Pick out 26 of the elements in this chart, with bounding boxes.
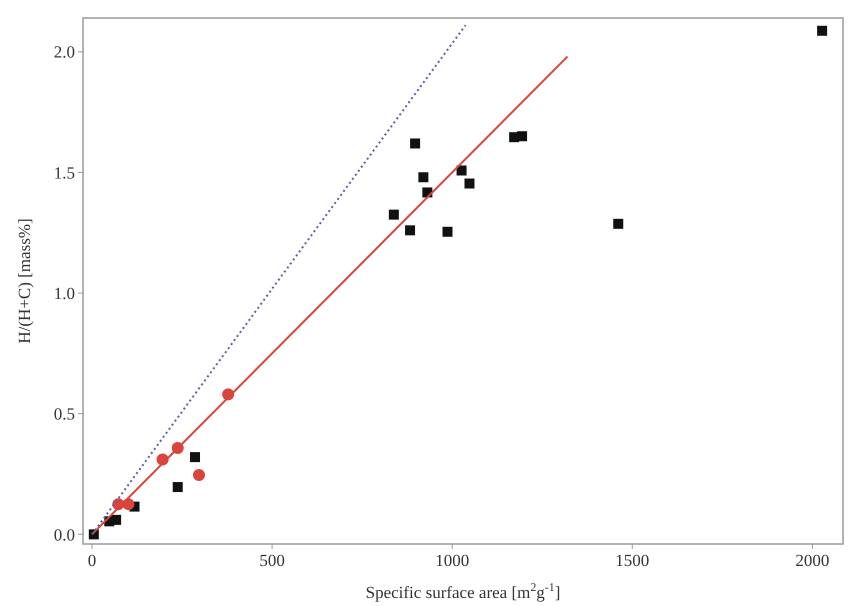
- point: [464, 178, 474, 189]
- point: [817, 26, 828, 36]
- point: [405, 225, 416, 236]
- y-tick-label: 1.5: [54, 163, 75, 182]
- x-tick-label: 2000: [795, 551, 830, 570]
- point: [613, 218, 624, 229]
- x-axis-title: Specific surface area [m$^{2}$g$^{-1}$]: [366, 580, 560, 602]
- x-tick-label: 1500: [615, 551, 650, 570]
- x-tick-label: 0: [88, 551, 96, 570]
- y-tick-label: 0.5: [54, 404, 75, 424]
- point: [172, 482, 183, 492]
- point: [456, 165, 467, 176]
- x-tick-label: 1000: [435, 551, 470, 570]
- point: [190, 452, 200, 462]
- point: [111, 514, 122, 525]
- point: [418, 172, 428, 182]
- point: [388, 210, 399, 220]
- x-tick-label: 500: [259, 551, 285, 570]
- y-tick-label: 2.0: [54, 42, 75, 62]
- point: [410, 138, 420, 148]
- y-axis-title: H/(H+C) [mass%]: [15, 218, 34, 344]
- point: [192, 468, 205, 481]
- point: [517, 131, 528, 142]
- y-tick-label: 0.0: [54, 525, 75, 544]
- point: [442, 226, 453, 237]
- y-tick-label: 1.0: [54, 284, 75, 304]
